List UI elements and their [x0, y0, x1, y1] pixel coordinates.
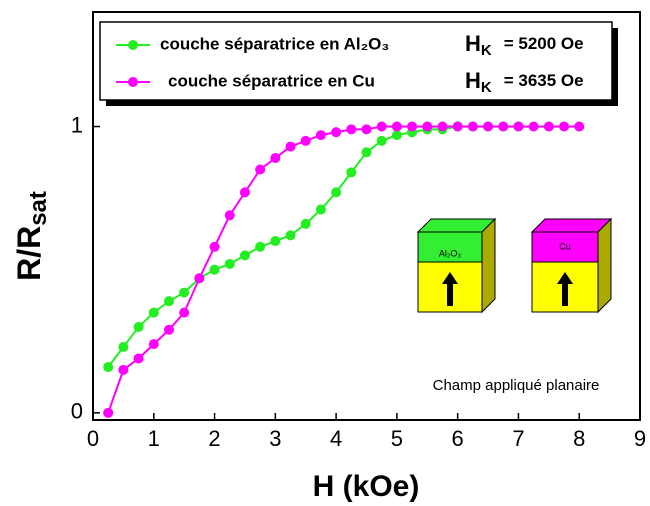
data-point [179, 307, 190, 318]
data-point [483, 121, 494, 132]
legend-label: couche séparatrice en Al₂O₃ [160, 34, 389, 53]
x-tick-label: 1 [148, 426, 160, 451]
inset-cube [530, 217, 613, 314]
data-point [513, 121, 524, 132]
annotation-symbol: H [465, 31, 481, 56]
data-point [118, 341, 129, 352]
annotation-sub: K [481, 79, 492, 96]
annotation-symbol: H [465, 68, 481, 93]
x-tick-label: 9 [634, 426, 646, 451]
x-axis-title: H (kOe) [313, 470, 420, 503]
legend-label: couche séparatrice en Cu [168, 71, 375, 90]
x-tick-label: 8 [573, 426, 585, 451]
x-tick-label: 2 [208, 426, 220, 451]
data-point [148, 339, 159, 350]
data-point [361, 147, 372, 158]
legend-marker [128, 77, 138, 87]
legend-marker [128, 40, 138, 50]
data-point [179, 287, 190, 298]
data-point [224, 258, 235, 269]
data-point [315, 204, 326, 215]
annotation-text: = 3635 Oe [504, 71, 584, 90]
data-point [391, 130, 402, 141]
data-point [437, 121, 448, 132]
data-point [163, 296, 174, 307]
series-line [107, 125, 580, 414]
data-point [270, 153, 281, 164]
data-point [391, 121, 402, 132]
data-point [148, 307, 159, 318]
data-point [300, 218, 311, 229]
legend-box [99, 21, 613, 101]
data-point [407, 121, 418, 132]
note: Champ appliqué planaire [433, 377, 600, 394]
data-point [452, 121, 463, 132]
x-tick-label: 6 [452, 426, 464, 451]
data-point [163, 324, 174, 335]
data-point [285, 141, 296, 152]
data-point [528, 121, 539, 132]
annotation-sub: K [481, 42, 492, 59]
inset-label: Cu [559, 241, 571, 251]
data-point [239, 187, 250, 198]
y-axis-title-sub: sat [25, 191, 52, 226]
plot-frame [92, 11, 641, 421]
legend-annotation: HK = 5200 Oe [465, 31, 584, 59]
data-point [255, 164, 266, 175]
x-tick-label: 5 [391, 426, 403, 451]
data-point [209, 264, 220, 275]
data-point [103, 407, 114, 418]
x-tick-label: 7 [512, 426, 524, 451]
data-point [361, 124, 372, 135]
data-point [300, 135, 311, 146]
legend-annotation: HK = 3635 Oe [465, 68, 584, 96]
data-point [224, 210, 235, 221]
y-tick-label: 1 [71, 112, 83, 137]
x-tick-label: 0 [87, 426, 99, 451]
data-point [346, 167, 357, 178]
data-point [331, 187, 342, 198]
data-point [543, 121, 554, 132]
x-tick-label: 3 [269, 426, 281, 451]
data-point [376, 135, 387, 146]
data-point [422, 121, 433, 132]
data-point [194, 273, 205, 284]
data-point [559, 121, 570, 132]
y-axis-title: R/Rsat [11, 191, 52, 281]
data-point [239, 250, 250, 261]
annotation-text: = 5200 Oe [504, 34, 584, 53]
data-point [315, 130, 326, 141]
series-line [107, 125, 519, 368]
y-axis-title-main: R/R [11, 226, 47, 281]
data-point [118, 364, 129, 375]
data-point [285, 230, 296, 241]
x-tick-label: 4 [330, 426, 342, 451]
data-point [498, 121, 509, 132]
inset-cube [416, 217, 497, 314]
data-point [209, 241, 220, 252]
inset-label: Al₂O₃ [439, 248, 461, 258]
data-point [255, 241, 266, 252]
data-point [467, 121, 478, 132]
data-point [346, 124, 357, 135]
data-point [103, 362, 114, 373]
data-point [574, 121, 585, 132]
data-point [133, 321, 144, 332]
data-point [376, 121, 387, 132]
data-point [331, 127, 342, 138]
data-point [133, 353, 144, 364]
y-tick-label: 0 [71, 399, 83, 424]
data-point [270, 236, 281, 247]
